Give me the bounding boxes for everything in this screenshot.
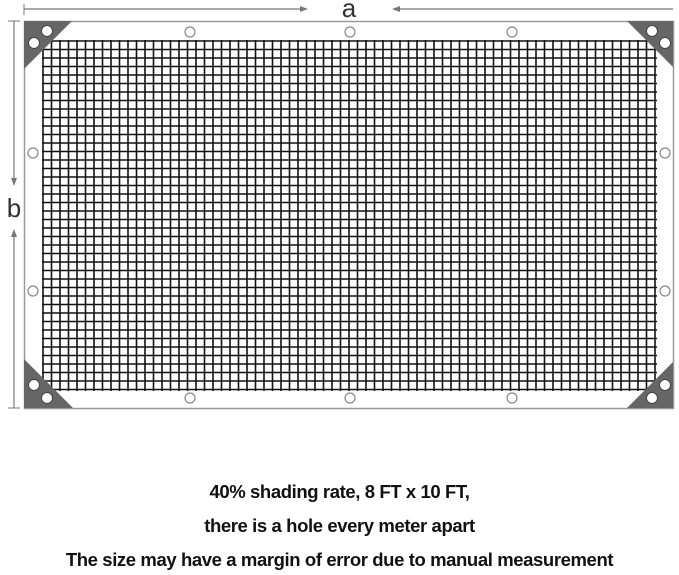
mesh-area	[42, 40, 657, 391]
corner-reinforcement-top-left	[24, 21, 72, 69]
corner-reinforcement-bottom-right	[627, 362, 673, 408]
caption-shading-size: 40% shading rate, 8 FT x 10 FT,	[209, 481, 470, 502]
grommet	[659, 147, 671, 159]
corner-reinforcement-top-right	[627, 21, 673, 67]
grommet	[506, 26, 518, 38]
grommet	[506, 392, 518, 404]
caption-hole-spacing: there is a hole every meter apart	[204, 515, 475, 536]
height-label: b	[7, 193, 21, 223]
grommets	[27, 26, 671, 404]
grommet	[344, 26, 356, 38]
grommet	[184, 26, 196, 38]
corner-reinforcement-bottom-left	[24, 359, 73, 408]
grommet	[184, 392, 196, 404]
caption-size-disclaimer: The size may have a margin of error due …	[65, 549, 614, 570]
grommet	[659, 285, 671, 297]
width-label: a	[342, 0, 357, 23]
height-dimension: b	[7, 20, 21, 409]
width-dimension: a	[23, 0, 673, 23]
grommet	[27, 147, 39, 159]
shade-net-diagram: a b	[7, 0, 675, 410]
grommet	[344, 392, 356, 404]
grommet	[27, 285, 39, 297]
